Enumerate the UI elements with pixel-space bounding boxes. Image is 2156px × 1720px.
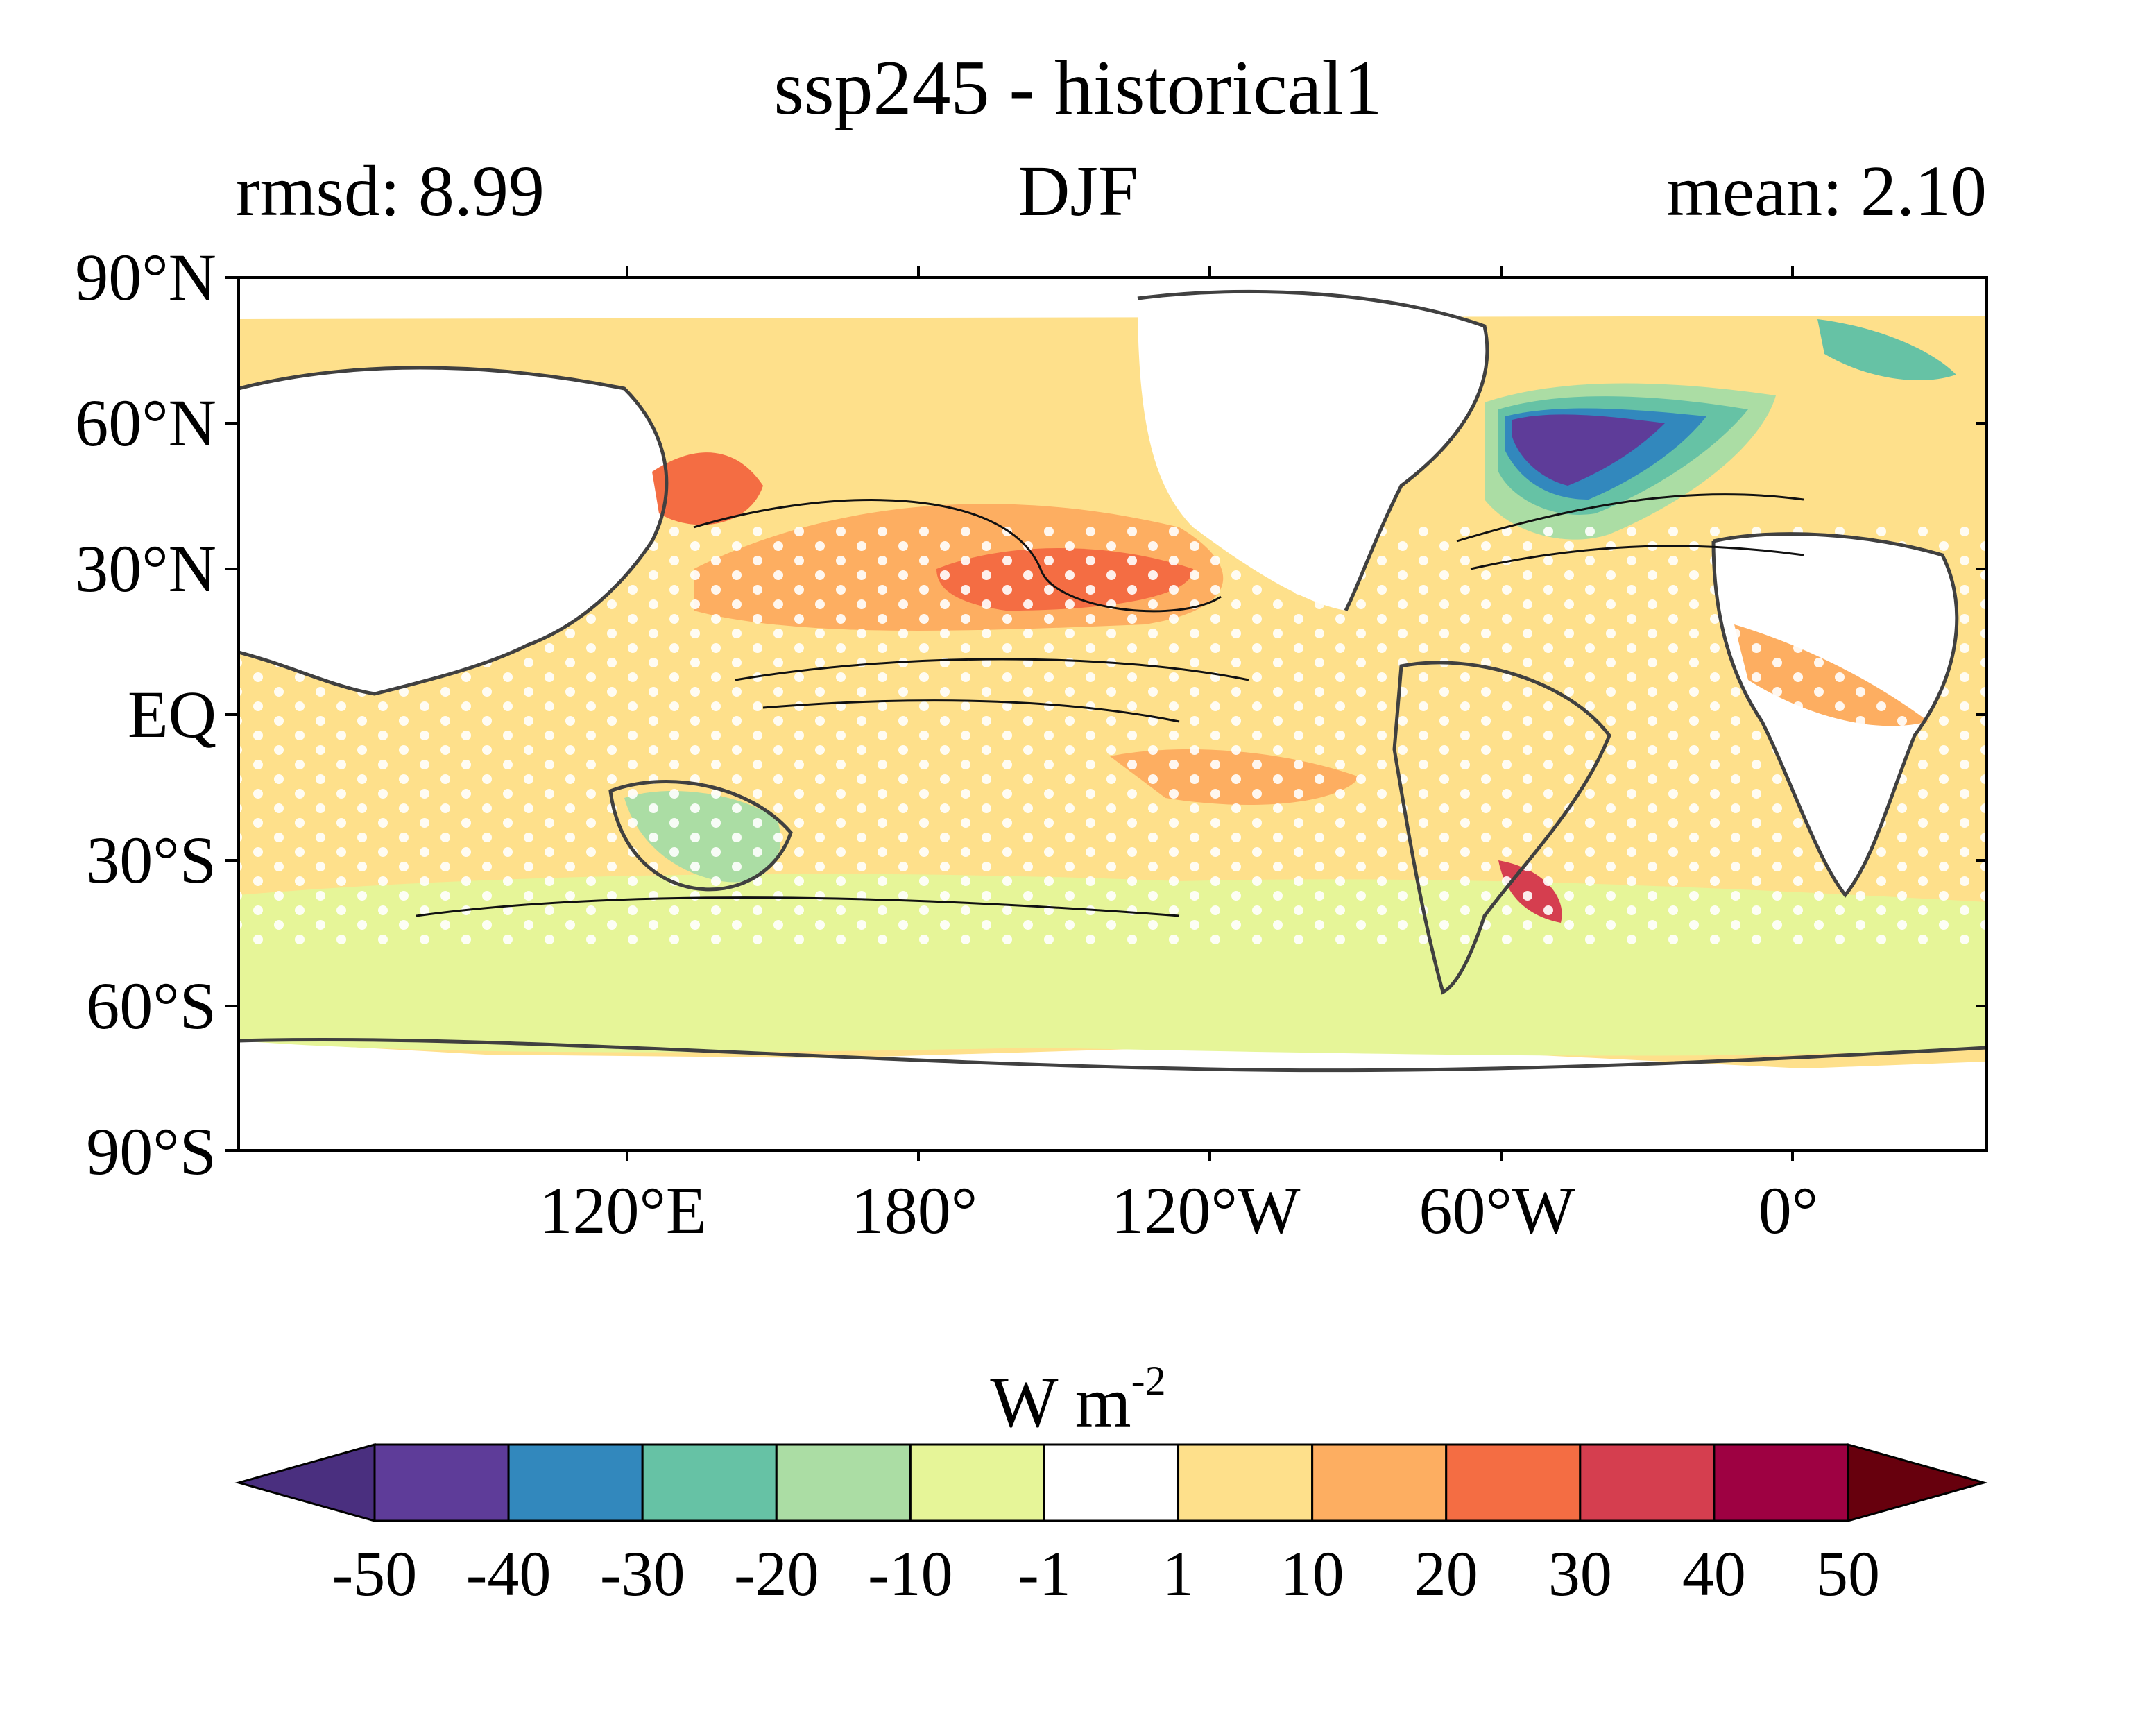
map-fill — [239, 278, 1987, 1150]
lon-tick-label: 120°E — [539, 1173, 707, 1248]
map-title: ssp245 - historical1 — [773, 45, 1383, 131]
lon-tick-label: 0° — [1758, 1173, 1819, 1248]
lat-tick-label: 30°N — [75, 531, 216, 606]
colorbar-level-label: -20 — [733, 1538, 819, 1609]
lon-ticks — [626, 266, 1794, 1161]
colorbar-level-label: -10 — [868, 1538, 953, 1609]
colorbar-level-label: -1 — [1018, 1538, 1071, 1609]
lat-tick-label: 60°N — [75, 386, 216, 460]
colorbar-extend-arrow — [234, 1443, 376, 1522]
lon-tick-label: 180° — [850, 1173, 978, 1248]
colorbar-level-label: -40 — [465, 1538, 551, 1609]
colorbar-level-label: 30 — [1548, 1538, 1612, 1609]
colorbar-level-label: 10 — [1280, 1538, 1344, 1609]
lat-tick-label: 90°N — [75, 240, 216, 314]
colorbar-swatch — [775, 1443, 912, 1522]
colorbar-level-label: -50 — [332, 1538, 418, 1609]
mean-label: mean: 2.10 — [1666, 151, 1987, 231]
colorbar-swatch — [1713, 1443, 1849, 1522]
colorbar-level-label: 40 — [1682, 1538, 1746, 1609]
colorbar-extend-arrow — [1847, 1443, 1988, 1522]
colorbar-swatch — [1043, 1443, 1180, 1522]
colorbar-level-label: 20 — [1414, 1538, 1478, 1609]
colorbar-swatch — [1311, 1443, 1448, 1522]
season-label: DJF — [1018, 151, 1138, 231]
unit-text: W m — [990, 1363, 1131, 1442]
colorbar-swatch — [641, 1443, 778, 1522]
colorbar — [234, 1443, 1988, 1522]
rmsd-label: rmsd: 8.99 — [236, 151, 545, 231]
coastlines — [239, 289, 1987, 1073]
lon-tick-label: 60°W — [1419, 1173, 1575, 1248]
colorbar-level-label: 1 — [1162, 1538, 1195, 1609]
colorbar-swatch — [1177, 1443, 1314, 1522]
colorbar-swatch — [1579, 1443, 1716, 1522]
colorbar-swatch — [373, 1443, 510, 1522]
colorbar-swatch — [1445, 1443, 1582, 1522]
lat-tick-label: 90°S — [86, 1114, 216, 1189]
lon-tick-label: 120°W — [1111, 1173, 1301, 1248]
lat-tick-label: EQ — [128, 677, 216, 751]
colorbar-unit: W m-2 — [0, 1339, 2156, 1445]
unit-exponent: -2 — [1131, 1358, 1166, 1404]
map-ticks — [225, 276, 1987, 1152]
contours — [416, 493, 1804, 917]
colorbar-swatch — [909, 1443, 1045, 1522]
lat-tick-label: 60°S — [86, 969, 216, 1043]
lat-tick-label: 30°S — [86, 823, 216, 897]
colorbar-level-label: 50 — [1816, 1538, 1880, 1609]
colorbar-swatch — [507, 1443, 644, 1522]
colorbar-level-label: -30 — [599, 1538, 685, 1609]
